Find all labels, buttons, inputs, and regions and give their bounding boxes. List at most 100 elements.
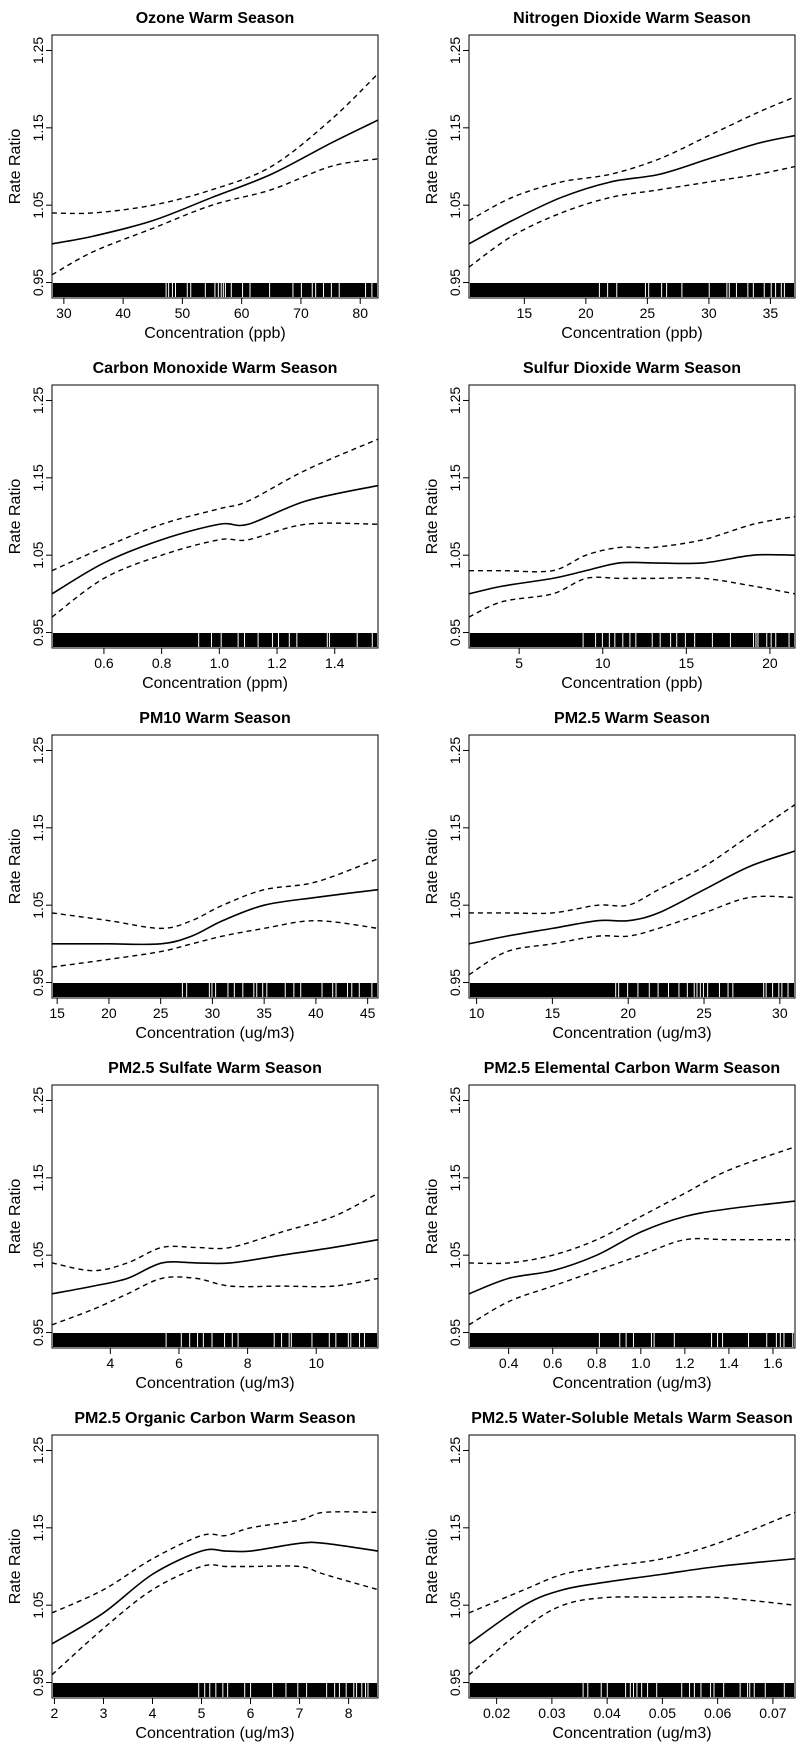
y-axis-label: Rate Ratio bbox=[424, 479, 441, 555]
estimate-curve bbox=[51, 1238, 379, 1295]
y-tick-label: 1.05 bbox=[30, 541, 46, 568]
x-tick-label: 40 bbox=[115, 305, 131, 321]
plot-frame bbox=[51, 1434, 379, 1699]
chart-title: Nitrogen Dioxide Warm Season bbox=[513, 10, 751, 27]
y-tick-label: 1.15 bbox=[447, 814, 463, 841]
y-tick-label: 0.95 bbox=[447, 1319, 463, 1346]
y-tick-label: 1.15 bbox=[30, 814, 46, 841]
estimate-curve bbox=[468, 1200, 796, 1295]
y-axis-label: Rate Ratio bbox=[424, 1179, 441, 1255]
x-tick-label: 1.0 bbox=[631, 1355, 651, 1371]
x-tick-label: 3 bbox=[100, 1705, 108, 1721]
x-axis-label: Concentration (ppm) bbox=[142, 675, 288, 692]
chart-panel-7: PM2.5 Sulfate Warm Season 4 6 8 10 0.95 1.05 1.… bbox=[7, 1060, 379, 1392]
y-tick-label: 1.25 bbox=[30, 1087, 46, 1114]
rug-band bbox=[53, 633, 377, 647]
confidence-band-2 bbox=[51, 522, 379, 618]
confidence-band-1 bbox=[468, 96, 796, 222]
y-tick-label: 1.15 bbox=[30, 114, 46, 141]
estimate-curve bbox=[468, 134, 796, 245]
x-tick-label: 0.6 bbox=[94, 655, 114, 671]
y-tick-label: 1.15 bbox=[447, 464, 463, 491]
chart-panel-9: PM2.5 Organic Carbon Warm Season 2 3 4 5 6 7 8 0… bbox=[7, 1410, 379, 1742]
y-tick-label: 1.15 bbox=[30, 1164, 46, 1191]
rug-marks bbox=[53, 1683, 377, 1697]
y-tick-label: 1.25 bbox=[447, 37, 463, 64]
y-axis-label: Rate Ratio bbox=[424, 1529, 441, 1605]
confidence-band-1 bbox=[469, 804, 796, 915]
rug-marks bbox=[53, 633, 377, 647]
chart-panel-8: PM2.5 Elemental Carbon Warm Season 0.4 0.6… bbox=[424, 1060, 796, 1392]
x-tick-label: 1.4 bbox=[325, 655, 345, 671]
rug-band bbox=[53, 1683, 377, 1697]
confidence-band-1 bbox=[51, 858, 379, 930]
rug-band bbox=[470, 283, 794, 297]
confidence-band-2 bbox=[51, 919, 379, 968]
y-tick-label: 1.05 bbox=[30, 1241, 46, 1268]
y-axis-label: Rate Ratio bbox=[424, 829, 441, 905]
y-tick-label: 1.05 bbox=[447, 1591, 463, 1618]
x-tick-label: 45 bbox=[360, 1005, 376, 1021]
y-tick-label: 1.05 bbox=[447, 541, 463, 568]
y-tick-label: 1.25 bbox=[30, 37, 46, 64]
x-tick-label: 0.4 bbox=[499, 1355, 519, 1371]
y-tick-label: 1.05 bbox=[30, 891, 46, 918]
y-axis-label: Rate Ratio bbox=[424, 129, 441, 205]
rug-band bbox=[470, 1683, 794, 1697]
x-tick-label: 10 bbox=[308, 1355, 324, 1371]
chart-panel-1: Ozone Warm Season 30 40 50 60 70 80 0.95 1.05 1.1… bbox=[7, 10, 379, 342]
confidence-band-2 bbox=[51, 158, 379, 276]
x-tick-label: 1.0 bbox=[210, 655, 230, 671]
x-tick-label: 5 bbox=[515, 655, 523, 671]
chart-title: Carbon Monoxide Warm Season bbox=[93, 360, 338, 377]
chart-title: PM2.5 Elemental Carbon Warm Season bbox=[484, 1060, 780, 1077]
x-tick-label: 1.2 bbox=[675, 1355, 695, 1371]
confidence-band-1 bbox=[51, 73, 379, 215]
y-tick-label: 1.25 bbox=[30, 387, 46, 414]
y-tick-label: 0.95 bbox=[447, 969, 463, 996]
chart-panel-6: PM2.5 Warm Season 10 15 20 25 30 0.95 1.05 1.15 1… bbox=[424, 710, 796, 1042]
estimate-curve bbox=[51, 119, 379, 245]
x-tick-label: 35 bbox=[256, 1005, 272, 1021]
chart-title: Ozone Warm Season bbox=[136, 10, 295, 27]
x-tick-label: 8 bbox=[345, 1705, 353, 1721]
chart-panel-10: PM2.5 Water-Soluble Metals Warm Season 0.… bbox=[424, 1410, 796, 1742]
rug-marks bbox=[470, 1333, 794, 1347]
x-tick-label: 30 bbox=[205, 1005, 221, 1021]
confidence-band-2 bbox=[51, 1564, 379, 1676]
estimate-curve bbox=[468, 1557, 796, 1645]
y-tick-label: 0.95 bbox=[30, 1319, 46, 1346]
plot-frame bbox=[468, 34, 796, 299]
rug-marks bbox=[53, 1333, 377, 1347]
confidence-band-1 bbox=[51, 1192, 379, 1272]
x-tick-label: 8 bbox=[244, 1355, 252, 1371]
confidence-band-2 bbox=[468, 895, 796, 976]
x-tick-label: 30 bbox=[56, 305, 72, 321]
rug-band bbox=[53, 1333, 377, 1347]
y-axis-label: Rate Ratio bbox=[7, 1179, 24, 1255]
x-tick-label: 10 bbox=[595, 655, 611, 671]
y-tick-label: 1.05 bbox=[30, 191, 46, 218]
x-tick-label: 0.6 bbox=[543, 1355, 563, 1371]
confidence-band-1 bbox=[468, 1146, 796, 1265]
chart-panel-3: Carbon Monoxide Warm Season 0.6 0.8 1.0 1.2 1… bbox=[7, 360, 379, 692]
confidence-band-2 bbox=[468, 165, 796, 268]
x-tick-label: 15 bbox=[517, 305, 533, 321]
plot-frame bbox=[468, 1084, 796, 1349]
plot-frame bbox=[468, 1434, 796, 1699]
y-tick-label: 1.25 bbox=[30, 737, 46, 764]
plot-frame bbox=[51, 734, 379, 999]
chart-title: PM2.5 Warm Season bbox=[554, 710, 710, 727]
chart-panel-2: Nitrogen Dioxide Warm Season 15 20 25 30 35 0.… bbox=[424, 10, 796, 342]
y-tick-label: 0.95 bbox=[30, 269, 46, 296]
x-tick-label: 50 bbox=[175, 305, 191, 321]
x-axis-label: Concentration (ug/m3) bbox=[552, 1025, 711, 1042]
rug-band bbox=[53, 983, 377, 997]
y-axis-label: Rate Ratio bbox=[7, 1529, 24, 1605]
x-axis-label: Concentration (ppb) bbox=[144, 325, 285, 342]
y-tick-label: 1.15 bbox=[447, 114, 463, 141]
y-tick-label: 0.95 bbox=[447, 269, 463, 296]
y-tick-label: 1.05 bbox=[447, 891, 463, 918]
x-tick-label: 20 bbox=[101, 1005, 117, 1021]
